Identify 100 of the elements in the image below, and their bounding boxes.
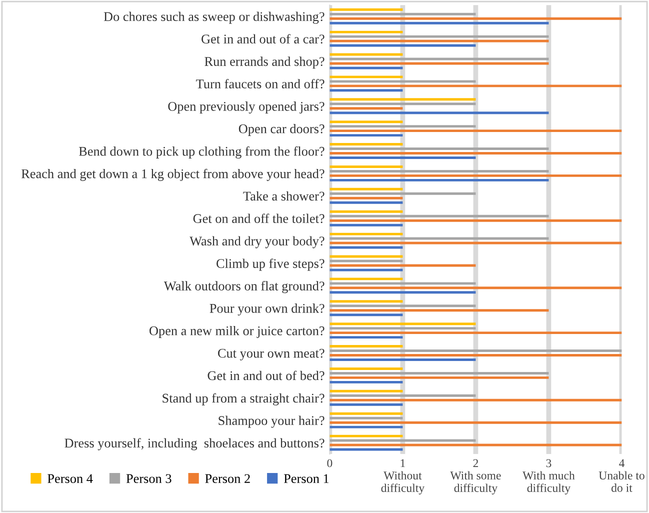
bar — [330, 156, 476, 159]
y-tick-label: Dress yourself, including shoelaces and buttons? — [64, 438, 324, 450]
bar — [330, 152, 622, 154]
y-tick-label: Cut your own meat? — [218, 348, 324, 360]
bar — [330, 178, 549, 182]
y-tick-label: Walk outdoors on flat ground? — [164, 281, 324, 294]
bar — [330, 291, 476, 294]
bar — [330, 12, 476, 16]
bar — [330, 84, 622, 88]
bar — [330, 130, 622, 132]
y-tick-label: Shampoo your hair? — [218, 416, 324, 428]
bar — [330, 278, 403, 280]
y-tick-label: Open car doors? — [238, 124, 324, 136]
y-tick-label: Stand up from a straight chair? — [162, 393, 324, 406]
bar — [330, 210, 403, 213]
bar — [330, 134, 403, 137]
bar — [330, 421, 622, 424]
bar — [330, 367, 403, 370]
bar — [330, 332, 622, 334]
y-tick-label: Do chores such as sweep or dishwashing? — [104, 12, 324, 24]
y-tick-label: Open previously opened jars? — [168, 102, 324, 114]
bar — [330, 80, 476, 83]
y-tick-label: Wash and dry your body? — [190, 236, 324, 248]
bar — [330, 188, 403, 190]
bar — [330, 380, 403, 384]
bar — [330, 196, 403, 200]
bar — [330, 426, 403, 428]
x-tick-label: 3 With much difficulty — [522, 459, 575, 494]
bar — [330, 143, 403, 146]
bar — [330, 125, 476, 128]
x-tick-label: 0 — [327, 459, 332, 468]
bar — [330, 237, 549, 240]
bar — [330, 112, 549, 114]
legend-label: Person 1 — [284, 474, 329, 484]
y-tick-label: Pour your own drink? — [210, 304, 324, 316]
bar — [330, 444, 622, 446]
bar — [330, 372, 549, 374]
bar — [330, 201, 403, 204]
bar — [330, 148, 549, 150]
x-tick-label: 2 With some difficulty — [450, 459, 501, 494]
bar — [330, 354, 622, 356]
bar — [330, 434, 403, 438]
y-tick-label: Turn faucets on and off? — [196, 78, 324, 88]
bar — [330, 286, 622, 290]
bar — [330, 224, 403, 226]
bar — [330, 76, 403, 78]
bar — [330, 282, 476, 285]
bar — [330, 309, 549, 312]
y-tick-label: Climb up five steps? — [216, 258, 324, 271]
bar — [330, 390, 403, 392]
bar — [330, 165, 403, 168]
legend-label: Person 3 — [126, 474, 172, 484]
bar — [330, 300, 403, 303]
bar — [330, 89, 403, 92]
bar — [330, 322, 476, 326]
bar — [330, 376, 549, 379]
x-tick-label: 1 Without difficulty — [381, 459, 425, 494]
y-tick-label: Get on and off the toilet? — [193, 214, 324, 224]
bar — [330, 336, 403, 339]
bar — [330, 350, 622, 352]
bar — [330, 439, 476, 442]
bar — [330, 62, 549, 65]
bar — [330, 304, 476, 308]
bar — [330, 174, 622, 177]
bar — [330, 345, 403, 348]
bar — [330, 66, 403, 70]
y-tick-label: Bend down to pick up clothing from the floor? — [78, 146, 324, 159]
bar — [330, 242, 622, 244]
x-tick-label: 4 Unable to do it — [598, 459, 644, 492]
bar — [330, 170, 549, 172]
bar — [330, 98, 476, 101]
y-tick-label: Reach and get down a 1 kg object from above your head? — [21, 168, 324, 181]
legend-label: Person 2 — [205, 474, 250, 484]
bar — [330, 314, 403, 316]
bar — [330, 268, 403, 272]
bar — [330, 232, 403, 236]
y-tick-label: Run errands and shop? — [204, 56, 324, 69]
bar — [330, 416, 403, 420]
bar — [330, 403, 403, 406]
bar — [330, 102, 476, 106]
bar — [330, 358, 476, 361]
bar — [330, 120, 403, 124]
bar — [330, 17, 622, 20]
bar — [330, 398, 622, 402]
bar — [330, 214, 549, 218]
bar — [330, 264, 476, 267]
bar — [330, 448, 403, 451]
y-tick-label: Get in and out of a car? — [202, 34, 324, 44]
bar — [330, 40, 549, 42]
bar — [330, 35, 549, 38]
bar — [330, 192, 476, 195]
bar — [330, 219, 622, 222]
bar — [330, 30, 403, 34]
bar — [330, 44, 476, 47]
legend-label: Person 4 — [48, 474, 93, 484]
y-tick-label: Get in and out of bed? — [208, 370, 324, 380]
y-tick-label: Open a new milk or juice carton? — [150, 326, 324, 338]
bar — [330, 412, 403, 415]
bar — [330, 394, 476, 397]
bar — [330, 107, 403, 110]
